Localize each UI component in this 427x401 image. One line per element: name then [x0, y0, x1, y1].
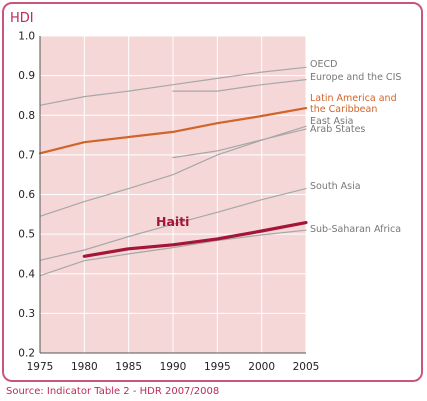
- y-tick-label: 0.2: [18, 348, 35, 360]
- x-tick-label: 1975: [27, 361, 54, 373]
- series-line-sub-saharan-africa: [39, 229, 307, 277]
- series-label-latin-america-and-the-caribbean: Latin America and: [310, 93, 397, 104]
- x-tick-label: 2000: [248, 361, 275, 373]
- y-tick-label: 0.4: [18, 268, 35, 280]
- source-note: Source: Indicator Table 2 - HDR 2007/200…: [6, 386, 220, 397]
- y-tick-label: 0.7: [18, 149, 35, 161]
- chart-title: HDI: [10, 11, 34, 26]
- series-line-arab-states: [172, 128, 307, 159]
- x-tick-label: 1995: [204, 361, 231, 373]
- x-tick-label: 1990: [160, 361, 187, 373]
- series-line-oecd: [39, 66, 307, 106]
- series-label-sub-saharan-africa: Sub-Saharan Africa: [310, 224, 401, 235]
- axes: [39, 36, 306, 354]
- x-tick-label: 1980: [71, 361, 98, 373]
- series-line-latin-america-and-the-caribbean: [38, 106, 308, 155]
- y-tick-label: 0.5: [18, 229, 35, 241]
- y-tick-label: 0.8: [18, 110, 35, 122]
- y-tick-label: 1.0: [18, 31, 35, 43]
- series-labels: OECD Europe and the CIS Latin America andt…: [156, 59, 401, 235]
- series-label-south-asia: South Asia: [310, 181, 361, 192]
- series-line-europe-and-the-cis: [172, 78, 307, 92]
- series-label-europe-and-the-cis: Europe and the CIS: [310, 72, 401, 83]
- series-label-oecd: OECD: [310, 59, 337, 70]
- y-tick-label: 0.6: [18, 189, 35, 201]
- series-lines: [38, 66, 308, 277]
- series-label-latin-america-and-the-caribbean: the Caribbean: [310, 104, 377, 115]
- series-line-haiti: [82, 221, 308, 258]
- x-tick-label: 1985: [115, 361, 142, 373]
- series-line-south-asia: [39, 188, 307, 261]
- series-label-east-asia: East Asia: [310, 116, 353, 127]
- y-tick-label: 0.9: [18, 70, 35, 82]
- x-tick-label: 2005: [293, 361, 320, 373]
- series-label-arab-states: Arab States: [310, 124, 365, 135]
- tick-labels: 0.2 0.3 0.4 0.5 0.6 0.7 0.8 0.9 1.0 1975 1980 1985 1…: [18, 31, 319, 374]
- y-tick-label: 0.3: [18, 308, 35, 320]
- series-label-haiti: Haiti: [156, 214, 189, 229]
